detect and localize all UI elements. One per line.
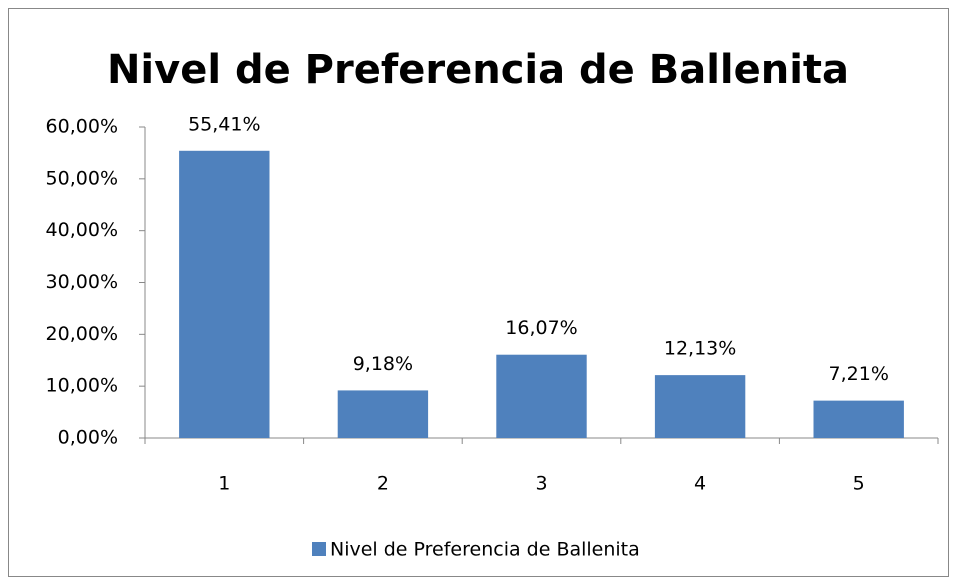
chart-border — [8, 8, 949, 577]
bar — [179, 150, 270, 438]
bar — [654, 375, 746, 438]
data-label: 7,21% — [829, 363, 889, 385]
data-label: 9,18% — [353, 353, 413, 375]
data-label: 55,41% — [188, 113, 260, 135]
bar — [813, 400, 904, 438]
data-label: 16,07% — [505, 317, 577, 339]
y-tick-label: 60,00% — [46, 116, 118, 138]
y-tick-label: 40,00% — [46, 219, 118, 241]
data-label: 12,13% — [664, 338, 736, 360]
y-tick-label: 10,00% — [46, 375, 118, 397]
x-tick-label: 5 — [853, 473, 865, 495]
y-tick-label: 20,00% — [46, 323, 118, 345]
y-tick-label: 50,00% — [46, 167, 118, 189]
x-tick-label: 1 — [218, 473, 230, 495]
x-tick-label: 4 — [694, 473, 706, 495]
legend-swatch — [312, 542, 326, 556]
x-tick-label: 2 — [377, 473, 389, 495]
y-tick-label: 30,00% — [46, 271, 118, 293]
y-tick-label: 0,00% — [58, 427, 118, 449]
bar — [337, 390, 429, 438]
bar — [496, 354, 587, 438]
legend-label: Nivel de Preferencia de Ballenita — [330, 539, 640, 561]
x-tick-label: 3 — [535, 473, 547, 495]
chart-title: Nivel de Preferencia de Ballenita — [107, 47, 849, 93]
